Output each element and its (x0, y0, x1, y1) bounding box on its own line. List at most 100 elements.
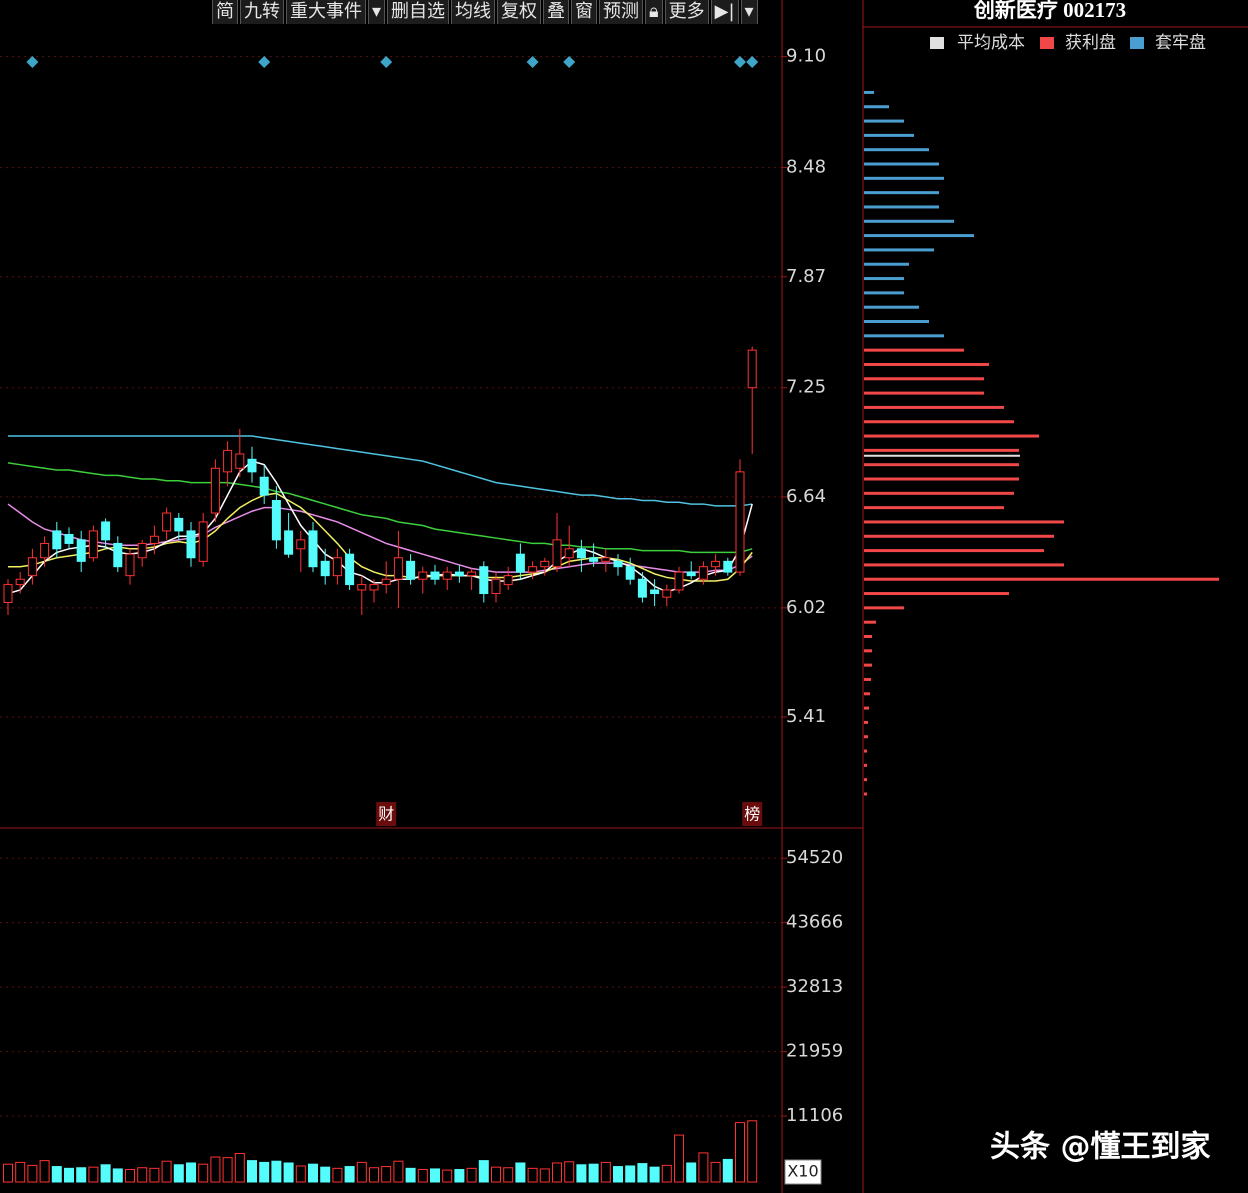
chip-bar (864, 506, 1004, 510)
toolbar-button[interactable]: 窗 (571, 0, 598, 24)
candle-body (747, 349, 757, 389)
note-box (376, 802, 397, 826)
chip-bar (864, 119, 904, 123)
chip-bar (864, 133, 914, 137)
dropdown-icon[interactable]: ▾ (740, 0, 758, 24)
candle-body (662, 589, 672, 598)
candle-body (442, 571, 452, 580)
candle-body (540, 560, 550, 568)
note-box (742, 802, 763, 826)
volume-bar (454, 1169, 465, 1183)
volume-bar (308, 1163, 318, 1183)
toolbar-button[interactable]: 更多 (664, 0, 709, 24)
dropdown-icon[interactable]: ▾ (368, 0, 386, 24)
note-label: 财 (378, 805, 394, 824)
volume-bar (100, 1164, 111, 1183)
candle-body (88, 530, 98, 559)
volume-bar (381, 1166, 392, 1183)
candle-body (454, 571, 464, 577)
volume-bar (710, 1161, 721, 1183)
toolbar-button[interactable]: 九转 (240, 0, 284, 24)
chip-bar (864, 262, 909, 266)
candle-body (162, 512, 172, 532)
y-tick-label: 32813 (786, 976, 843, 997)
volume-bar (369, 1167, 379, 1183)
candle-body (64, 533, 74, 544)
candle-body (491, 578, 501, 595)
volume-bar (747, 1120, 758, 1183)
candle-body (345, 553, 355, 586)
chip-bar (864, 577, 1219, 581)
watermark: 头条 @懂王到家 (990, 1130, 1210, 1165)
candle-body (528, 566, 538, 573)
toolbar-button[interactable]: 均线 (451, 0, 496, 24)
toolbar-button[interactable]: 删自选 (387, 0, 450, 24)
candle-body (76, 539, 86, 562)
candle-body (613, 560, 623, 568)
collapse-icon[interactable]: ▶| (710, 0, 739, 24)
candle-body (430, 571, 440, 580)
chip-bar (864, 305, 919, 309)
toolbar-button[interactable]: 重大事件 (286, 0, 366, 24)
candle-body (259, 476, 269, 496)
unit-box (784, 1159, 822, 1185)
candle-body (479, 566, 489, 595)
y-tick-label: 7.87 (786, 266, 826, 287)
volume-bar (698, 1152, 709, 1183)
toolbar-button[interactable]: 简 (212, 0, 238, 24)
toolbar-button[interactable]: 叠 (543, 0, 570, 24)
candle-body (137, 542, 147, 559)
toolbar-button[interactable]: 预测 (599, 0, 644, 24)
chip-bar (864, 563, 1064, 567)
ma-line (7, 462, 753, 554)
candle-body (296, 539, 306, 550)
candle-body (308, 530, 318, 568)
volume-bar (564, 1161, 575, 1183)
candle-body (576, 548, 586, 559)
candle-body (271, 499, 281, 541)
candle-body (235, 453, 245, 469)
legend-label: 平均成本 (957, 33, 1025, 52)
candle-body (601, 557, 611, 562)
volume-bar (515, 1162, 526, 1183)
chip-bar (864, 105, 889, 109)
volume-bar (15, 1161, 26, 1183)
legend-swatch (930, 37, 944, 49)
chip-bar (864, 291, 904, 295)
volume-bar (613, 1166, 623, 1183)
y-tick-label: 6.64 (786, 486, 826, 507)
candle-body (320, 560, 330, 577)
candle-body (149, 535, 159, 544)
candle-body (515, 553, 525, 573)
volume-bar (576, 1164, 587, 1183)
volume-bar (3, 1163, 13, 1183)
volume-bar (149, 1167, 160, 1183)
chip-bar (864, 362, 989, 366)
event-marker (258, 56, 271, 68)
y-tick-label: 6.02 (786, 597, 826, 618)
volume-bar (271, 1160, 282, 1183)
candle-body (723, 560, 733, 573)
volume-bar (247, 1160, 257, 1183)
toolbar-button[interactable]: 复权 (497, 0, 542, 24)
chip-bar (864, 649, 872, 653)
candle-body (552, 539, 562, 568)
y-tick-label: 5.41 (786, 706, 826, 727)
legend-swatch (1130, 37, 1144, 49)
volume-bar (735, 1122, 745, 1183)
note-label: 榜 (744, 805, 760, 824)
chip-bar (864, 749, 867, 753)
candle-body (357, 584, 367, 591)
chip-bar (864, 277, 904, 281)
chip-bar (864, 677, 871, 681)
volume-bar (137, 1167, 148, 1183)
chip-bar (864, 234, 974, 238)
candle-body (686, 571, 696, 577)
candle-body (52, 530, 62, 550)
candle-body (698, 566, 708, 580)
lock-icon[interactable]: 🔒︎ (645, 0, 663, 24)
chip-bar (864, 635, 872, 639)
ma-line (7, 503, 753, 573)
candle-body (27, 557, 37, 577)
